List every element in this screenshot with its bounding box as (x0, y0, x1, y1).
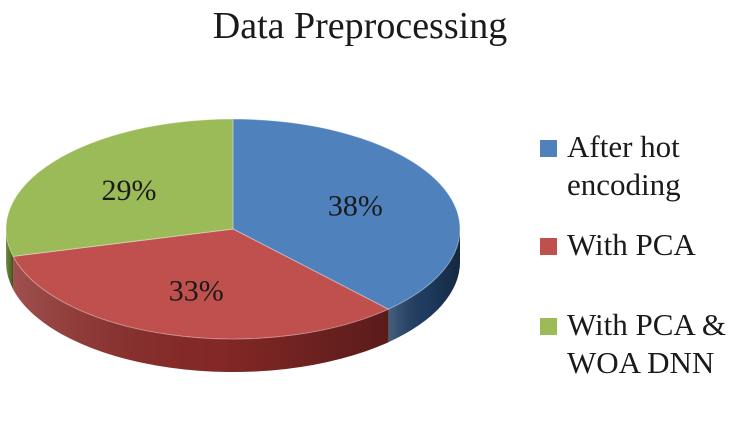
pie-side-shade (13, 256, 389, 373)
data-label-with-pca: 33% (169, 274, 224, 307)
chart-title: Data Preprocessing (212, 5, 508, 47)
legend-label: With PCA & WOA DNN (567, 307, 726, 380)
legend: After hot encoding With PCA With PCA & W… (540, 128, 750, 382)
legend-label: With PCA (567, 227, 696, 262)
legend-swatch-red (540, 238, 557, 255)
legend-item-after-hot-encoding: After hot encoding (540, 128, 750, 204)
pie-side-shade (5, 229, 14, 290)
pie-top-group (5, 118, 461, 340)
data-label-with-pca-woa-dnn: 29% (101, 174, 156, 207)
data-label-after-hot-encoding: 38% (328, 190, 383, 223)
pie-side-group (5, 229, 460, 373)
pie-label-group: 38% 33% 29% (101, 174, 382, 307)
pie-slice-with-pca-woa-dnn (5, 118, 234, 257)
pie-slice-after-hot-encoding (232, 118, 461, 310)
pie-side-shade (388, 229, 460, 343)
legend-swatch-blue (540, 140, 557, 157)
legend-swatch-green (540, 318, 557, 335)
legend-label: After hot encoding (567, 129, 681, 202)
legend-item-with-pca: With PCA (540, 226, 750, 264)
legend-item-with-pca-woa-dnn: With PCA & WOA DNN (540, 306, 750, 382)
pie-slice-with-pca (12, 228, 390, 340)
